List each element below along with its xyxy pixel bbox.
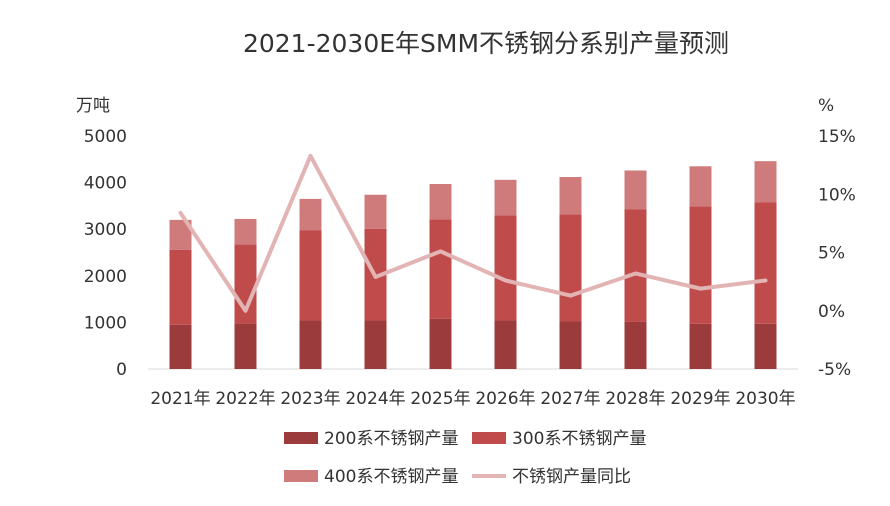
x-tick-label: 2029年 [670, 389, 730, 409]
left-axis-unit: 万吨 [76, 96, 110, 116]
bar-segment-400 [430, 184, 452, 219]
bar-segment-400 [235, 219, 257, 245]
bar-segment-200 [560, 321, 582, 369]
left-tick-label: 5000 [84, 127, 127, 147]
left-tick-label: 1000 [84, 313, 127, 333]
bar-segment-400 [495, 180, 517, 215]
right-tick-label: 10% [818, 185, 856, 205]
bar-segment-300 [560, 214, 582, 321]
legend: 200系不锈钢产量 300系不锈钢产量 400系不锈钢产量 不锈钢产量同比 [284, 429, 646, 487]
bar-segment-300 [430, 219, 452, 318]
left-tick-label: 4000 [84, 174, 127, 194]
bar-segment-300 [625, 209, 647, 322]
bar-segment-200 [755, 324, 777, 369]
left-tick-label: 0 [116, 360, 127, 380]
legend-swatch [472, 432, 506, 444]
bar-segment-200 [300, 321, 322, 369]
yoy-line [181, 156, 766, 311]
bar-segment-200 [495, 321, 517, 369]
bar-segment-300 [170, 250, 192, 325]
bar-segment-200 [625, 322, 647, 369]
legend-label: 300系不锈钢产量 [512, 429, 646, 449]
legend-swatch [284, 432, 318, 444]
left-tick-label: 2000 [84, 267, 127, 287]
bar-segment-400 [755, 161, 777, 202]
left-tick-label: 3000 [84, 220, 127, 240]
bar-segment-200 [235, 323, 257, 369]
bar-segment-200 [690, 324, 712, 369]
x-tick-label: 2027年 [540, 389, 600, 409]
right-axis-ticks: -5% 0% 5% 10% 15% [818, 127, 856, 380]
x-tick-label: 2021年 [150, 389, 210, 409]
bar-segment-200 [430, 319, 452, 369]
x-tick-label: 2023年 [280, 389, 340, 409]
x-tick-label: 2026年 [475, 389, 535, 409]
bar-segment-300 [300, 230, 322, 320]
bar-segment-300 [690, 206, 712, 323]
bar-segment-400 [365, 195, 387, 229]
bar-segment-400 [625, 170, 647, 209]
legend-label: 400系不锈钢产量 [324, 467, 458, 487]
bar-segment-400 [300, 199, 322, 230]
bar-segment-300 [495, 215, 517, 320]
bar-segment-200 [365, 321, 387, 369]
right-axis-unit: % [818, 96, 834, 116]
right-tick-label: 0% [818, 302, 845, 322]
x-tick-label: 2028年 [605, 389, 665, 409]
bar-segment-300 [755, 202, 777, 324]
bar-segment-400 [560, 177, 582, 214]
right-tick-label: 15% [818, 127, 856, 147]
legend-label: 不锈钢产量同比 [512, 467, 631, 487]
bar-segment-400 [690, 166, 712, 206]
legend-label: 200系不锈钢产量 [324, 429, 458, 449]
right-tick-label: 5% [818, 244, 845, 264]
bar-segment-200 [170, 325, 192, 369]
x-tick-label: 2024年 [345, 389, 405, 409]
left-axis-ticks: 0 1000 2000 3000 4000 5000 [84, 127, 127, 380]
yoy-line-group [180, 156, 765, 311]
chart-title: 2021-2030E年SMM不锈钢分系别产量预测 [243, 29, 729, 58]
x-tick-label: 2025年 [410, 389, 470, 409]
x-tick-label: 2030年 [735, 389, 795, 409]
x-tick-label: 2022年 [215, 389, 275, 409]
right-tick-label: -5% [818, 360, 851, 380]
legend-swatch [284, 470, 318, 482]
